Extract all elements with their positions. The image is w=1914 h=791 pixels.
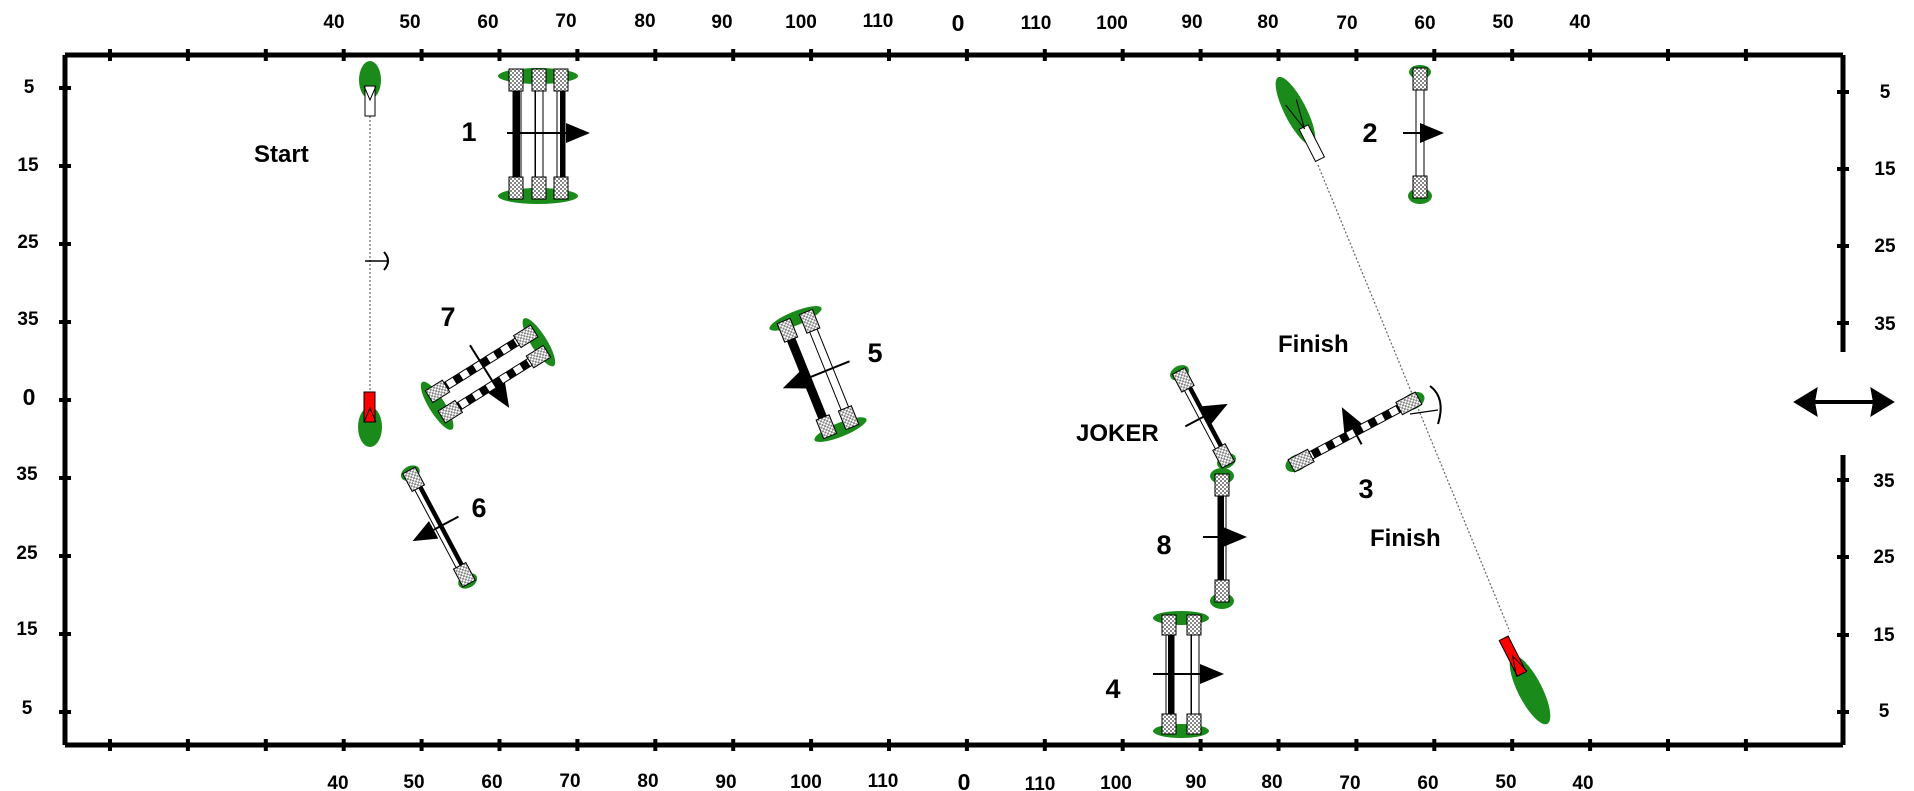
obstacle-number-1: 1	[461, 117, 476, 147]
obstacle-5-arrow-icon	[782, 360, 850, 389]
top-label: 70	[555, 11, 576, 32]
right-label: 15	[1874, 159, 1896, 180]
right-label: 5	[1880, 82, 1891, 103]
obstacle-number-8: 8	[1156, 530, 1171, 560]
bottom-label: 80	[637, 771, 658, 791]
bottom-label: 70	[1339, 773, 1360, 791]
joker-label: JOKER	[1076, 420, 1159, 447]
right-label: 25	[1873, 547, 1895, 568]
obstacle-number-2: 2	[1362, 118, 1377, 148]
top-label: 60	[1414, 13, 1435, 34]
bottom-label: 80	[1261, 772, 1282, 791]
bottom-label: 70	[559, 771, 580, 791]
left-label: 5	[22, 698, 33, 719]
obstacle-3	[1285, 391, 1425, 473]
obstacle-number-3: 3	[1358, 474, 1373, 504]
obstacle-1	[498, 68, 590, 204]
bottom-label: 40	[327, 773, 348, 791]
left-label: 5	[24, 77, 35, 98]
bottom-distance-labels: 40 50 60 70 80 90 100 110 0 110 100 90 8…	[327, 769, 1593, 791]
right-label: 35	[1873, 471, 1895, 492]
obstacle-1-pole-a	[508, 68, 524, 200]
finish-label-top: Finish	[1278, 331, 1349, 358]
start-flag-white-icon	[359, 61, 381, 117]
obstacle-3-arrow-icon	[1341, 407, 1363, 445]
bottom-label: 90	[715, 772, 736, 791]
start-label: Start	[254, 141, 309, 168]
left-label: 25	[16, 543, 38, 564]
left-label: 15	[16, 619, 38, 640]
obstacle-joker	[1170, 365, 1236, 469]
obstacle-number-6: 6	[471, 493, 486, 523]
obstacle-number-5: 5	[867, 338, 882, 368]
top-label: 50	[399, 12, 420, 33]
obstacle-6	[400, 465, 478, 589]
bottom-label: 100	[790, 772, 822, 791]
start-direction-arrow-icon	[365, 251, 389, 271]
top-label: 60	[477, 12, 498, 33]
top-distance-labels: 40 50 60 70 80 90 100 110 0 110 100 90 8…	[323, 10, 1590, 36]
bottom-label: 110	[1025, 774, 1056, 791]
obstacle-4	[1153, 611, 1224, 738]
bottom-label: 90	[1185, 772, 1206, 791]
right-distance-labels: 5 15 25 35 35 25 15 5	[1873, 82, 1896, 722]
left-label-center: 0	[23, 384, 36, 410]
top-label: 80	[634, 11, 655, 32]
obstacle-1-pole-c	[553, 68, 569, 200]
left-distance-labels: 5 15 25 35 0 35 25 15 5	[16, 77, 39, 719]
top-label: 40	[323, 12, 344, 33]
obstacle-1-pole-b	[531, 68, 547, 200]
arena-border	[62, 52, 1846, 748]
right-label: 5	[1879, 701, 1890, 722]
left-label: 25	[17, 232, 39, 253]
finish-flag-white-icon	[1275, 76, 1326, 163]
bottom-label: 110	[868, 771, 899, 791]
start-flag-red-icon	[358, 391, 382, 447]
top-label-center: 0	[952, 10, 965, 36]
right-label: 15	[1873, 625, 1895, 646]
top-label: 70	[1336, 13, 1357, 34]
top-label: 100	[1096, 13, 1128, 34]
right-label: 35	[1874, 314, 1896, 335]
entrance-double-arrow-icon	[1793, 386, 1895, 418]
bottom-label: 50	[1495, 772, 1516, 791]
top-label: 100	[785, 12, 817, 33]
obstacle-5	[769, 306, 867, 442]
obstacle-number-4: 4	[1105, 674, 1120, 704]
top-label: 50	[1492, 12, 1513, 33]
bottom-label: 40	[1572, 773, 1593, 791]
finish-direction-arrow-icon	[1409, 385, 1442, 425]
left-label: 35	[17, 309, 39, 330]
top-label: 110	[863, 11, 894, 32]
top-label: 90	[711, 12, 732, 33]
obstacle-2	[1403, 65, 1444, 204]
right-label: 25	[1874, 236, 1896, 257]
finish-label-bottom: Finish	[1370, 525, 1441, 552]
left-label: 15	[17, 155, 39, 176]
obstacle-6-arrow-icon	[412, 515, 459, 542]
top-label: 110	[1021, 13, 1052, 34]
start-line	[365, 112, 389, 392]
obstacle-number-7: 7	[440, 302, 455, 332]
finish-flag-red-icon	[1498, 635, 1551, 725]
arena-ticks	[59, 49, 1849, 751]
top-label: 80	[1257, 12, 1278, 33]
obstacle-8	[1203, 468, 1247, 609]
joker-arrow-icon	[1184, 403, 1228, 428]
bottom-label: 60	[481, 772, 502, 791]
obstacle-7-arrow-icon	[469, 344, 510, 408]
bottom-label: 50	[403, 772, 424, 791]
left-label: 35	[16, 464, 38, 485]
top-label: 90	[1181, 12, 1202, 33]
bottom-label: 100	[1100, 773, 1132, 791]
obstacle-7	[420, 318, 556, 430]
bottom-label: 60	[1417, 773, 1438, 791]
bottom-label-center: 0	[958, 769, 971, 791]
top-label: 40	[1569, 12, 1590, 33]
